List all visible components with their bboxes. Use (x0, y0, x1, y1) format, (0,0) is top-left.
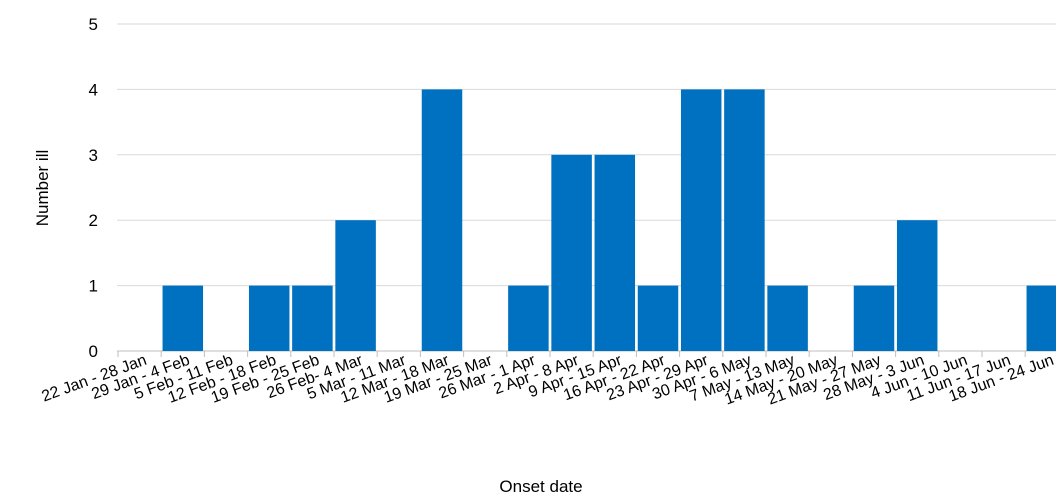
y-tick-label: 0 (89, 342, 98, 361)
y-tick-label: 3 (89, 146, 98, 165)
y-axis-title: Number ill (33, 150, 52, 227)
y-tick-label: 5 (89, 15, 98, 34)
bar (292, 285, 333, 351)
bar (724, 89, 765, 352)
y-tick-label: 1 (89, 277, 98, 296)
bar (594, 154, 636, 351)
bar (421, 89, 463, 352)
bars (162, 89, 1056, 352)
y-tick-label: 4 (89, 80, 98, 99)
bar (896, 220, 938, 351)
bar (248, 285, 290, 351)
bar (335, 220, 376, 351)
bar (508, 285, 549, 351)
bar (767, 285, 808, 351)
y-tick-labels: 0 1 2 3 4 5 (89, 15, 98, 361)
bar (853, 285, 895, 351)
bar (551, 154, 592, 351)
bar (162, 285, 204, 351)
bar (637, 285, 679, 351)
y-tick-label: 2 (89, 211, 98, 230)
x-axis-title: Onset date (499, 477, 582, 496)
bar (1026, 285, 1056, 351)
bar (680, 89, 722, 352)
